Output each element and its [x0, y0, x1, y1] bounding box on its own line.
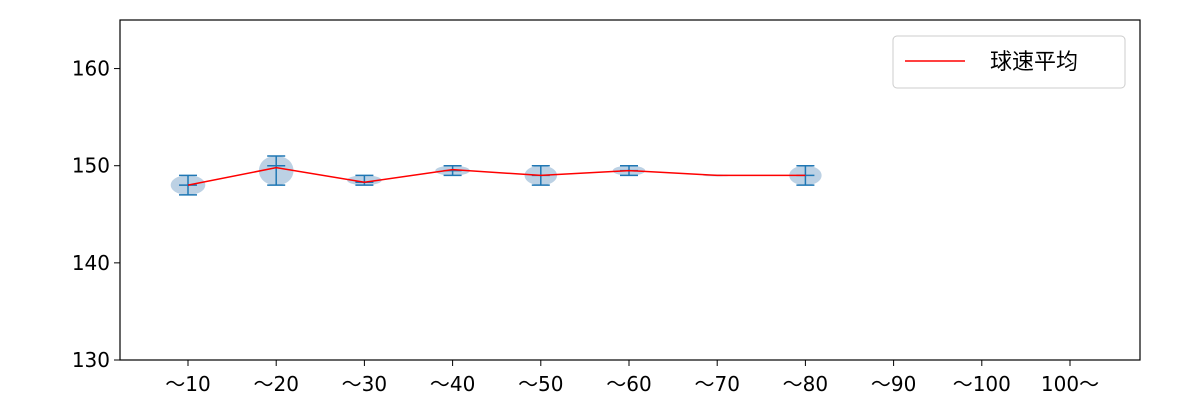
x-tick-label: 100～ — [1041, 372, 1099, 396]
legend-box — [892, 35, 1126, 89]
x-tick-label: ～20 — [253, 372, 298, 396]
mean-line — [187, 166, 806, 186]
x-tick-label: ～100 — [953, 372, 1011, 396]
mean-series — [187, 166, 806, 186]
plot-frame — [119, 19, 1141, 361]
y-axis: 130 140 150 160 — [72, 57, 120, 372]
x-tick-label: ～30 — [342, 372, 387, 396]
x-tick-label: ～80 — [783, 372, 828, 396]
x-tick-label: ～90 — [871, 372, 916, 396]
x-tick-label: ～10 — [165, 372, 210, 396]
x-tick-label: ～50 — [518, 372, 563, 396]
x-axis: ～10 ～20 ～30 ～40 ～50 ～60 ～70 ～80 ～90 ～100 100～ — [165, 360, 1099, 396]
legend: 球速平均 — [892, 35, 1126, 89]
y-tick-label: 150 — [72, 154, 110, 178]
y-tick-label: 140 — [72, 251, 110, 275]
legend-label: 球速平均 — [990, 50, 1078, 75]
x-tick-label: ～60 — [606, 372, 651, 396]
x-tick-label: ～70 — [694, 372, 739, 396]
y-tick-label: 160 — [72, 57, 110, 81]
y-tick-label: 130 — [72, 348, 110, 372]
x-tick-label: ～40 — [430, 372, 475, 396]
